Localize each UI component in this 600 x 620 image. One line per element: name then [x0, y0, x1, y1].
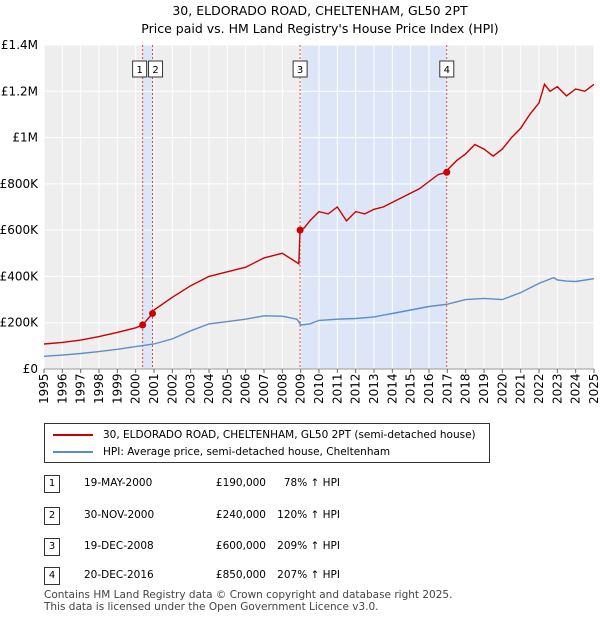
footer-line-2: This data is licensed under the Open Gov…	[44, 601, 379, 613]
price-chart: 30, ELDORADO ROAD, CHELTENHAM, GL50 2PT …	[0, 3, 600, 404]
x-tick-label: 2011	[330, 373, 344, 404]
sale-point	[149, 309, 157, 317]
sale-label: 3	[297, 65, 303, 76]
sale-label: 1	[136, 65, 142, 76]
chart-title: 30, ELDORADO ROAD, CHELTENHAM, GL50 2PT	[172, 3, 468, 18]
sale-hpi-change: 78% ↑ HPI	[283, 477, 340, 489]
y-tick-label: £1.4M	[1, 38, 38, 52]
x-tick-label: 2008	[275, 373, 289, 404]
x-tick-label: 2022	[532, 373, 546, 404]
x-tick-label: 2013	[367, 373, 381, 404]
shaded-ownership-period	[142, 45, 153, 369]
sale-marker-badge: 1	[44, 475, 60, 493]
y-tick-label: £400K	[0, 269, 39, 283]
sale-hpi-change: 120% ↑ HPI	[277, 509, 340, 521]
y-tick-label: £800K	[0, 177, 39, 191]
sale-label-box	[439, 60, 455, 78]
y-tick-label: £0	[23, 362, 38, 376]
sale-label: 2	[152, 65, 158, 76]
legend-item-property: 30, ELDORADO ROAD, CHELTENHAM, GL50 2PT …	[53, 427, 476, 443]
x-tick-label: 1997	[74, 373, 88, 404]
x-tick-label: 2006	[239, 373, 253, 404]
sale-date: 30-NOV-2000	[84, 509, 155, 521]
chart-subtitle: Price paid vs. HM Land Registry's House …	[141, 21, 498, 36]
series-line-hpi	[43, 276, 595, 357]
y-tick-label: £200K	[0, 316, 39, 330]
sale-marker-badge: 2	[44, 507, 60, 525]
legend-swatch-hpi	[53, 451, 93, 453]
sale-price: £190,000	[215, 477, 266, 489]
legend-label-hpi: HPI: Average price, semi-detached house,…	[103, 446, 391, 458]
x-tick-label: 2019	[477, 373, 491, 404]
legend-label-property: 30, ELDORADO ROAD, CHELTENHAM, GL50 2PT …	[103, 429, 476, 441]
x-tick-label: 2007	[257, 373, 271, 404]
legend: 30, ELDORADO ROAD, CHELTENHAM, GL50 2PT …	[44, 423, 490, 463]
y-tick-label: £600K	[0, 223, 39, 237]
sale-row: 4 20-DEC-2016 £850,000 207% ↑ HPI	[0, 567, 600, 587]
x-tick-label: 2001	[147, 373, 161, 404]
sale-point	[296, 226, 304, 234]
x-tick-label: 2018	[459, 373, 473, 404]
x-tick-label: 2009	[294, 373, 308, 404]
sale-hpi-change: 209% ↑ HPI	[277, 540, 340, 552]
sale-point	[139, 321, 147, 329]
x-tick-label: 2017	[440, 373, 454, 404]
footer-line-1: Contains HM Land Registry data © Crown c…	[44, 589, 453, 601]
x-tick-label: 2002	[165, 373, 179, 404]
sale-price: £600,000	[215, 540, 266, 552]
sale-date: 19-DEC-2008	[84, 540, 154, 552]
sale-date: 20-DEC-2016	[84, 569, 154, 581]
legend-swatch-property	[53, 434, 93, 436]
x-tick-label: 2024	[569, 373, 583, 404]
sale-label-box	[292, 60, 308, 78]
sale-row: 1 19-MAY-2000 £190,000 78% ↑ HPI	[0, 475, 600, 495]
x-tick-label: 2014	[385, 373, 399, 404]
x-tick-label: 2016	[422, 373, 436, 404]
sale-point	[443, 168, 451, 176]
x-tick-label: 1999	[110, 373, 124, 404]
sale-date: 19-MAY-2000	[84, 477, 153, 489]
x-tick-label: 2000	[129, 373, 143, 404]
sale-row: 3 19-DEC-2008 £600,000 209% ↑ HPI	[0, 538, 600, 558]
x-tick-label: 2021	[514, 373, 528, 404]
sale-price: £240,000	[215, 509, 266, 521]
series-line-property	[43, 82, 595, 345]
x-tick-label: 2025	[587, 373, 600, 404]
x-tick-label: 2003	[184, 373, 198, 404]
x-tick-label: 1995	[37, 373, 51, 404]
sale-hpi-change: 207% ↑ HPI	[277, 569, 340, 581]
sale-price: £850,000	[215, 569, 266, 581]
x-tick-label: 2004	[202, 373, 216, 404]
footer-attribution: Contains HM Land Registry data © Crown c…	[44, 589, 452, 613]
sale-marker-badge: 3	[44, 538, 60, 556]
sale-label: 4	[444, 65, 450, 76]
y-tick-label: £1M	[12, 131, 38, 145]
shaded-ownership-period	[300, 45, 447, 369]
x-tick-label: 2010	[312, 373, 326, 404]
sale-marker-badge: 4	[44, 567, 60, 585]
x-tick-label: 1996	[55, 373, 69, 404]
sale-label-box	[132, 60, 148, 78]
x-tick-label: 2020	[495, 373, 509, 404]
x-tick-label: 2023	[550, 373, 564, 404]
sale-label-box	[148, 60, 164, 78]
x-tick-label: 1998	[92, 373, 106, 404]
x-tick-label: 2005	[220, 373, 234, 404]
y-tick-label: £1.2M	[1, 84, 38, 98]
legend-item-hpi: HPI: Average price, semi-detached house,…	[53, 444, 390, 460]
sale-row: 2 30-NOV-2000 £240,000 120% ↑ HPI	[0, 507, 600, 527]
x-tick-label: 2012	[349, 373, 363, 404]
x-tick-label: 2015	[404, 373, 418, 404]
